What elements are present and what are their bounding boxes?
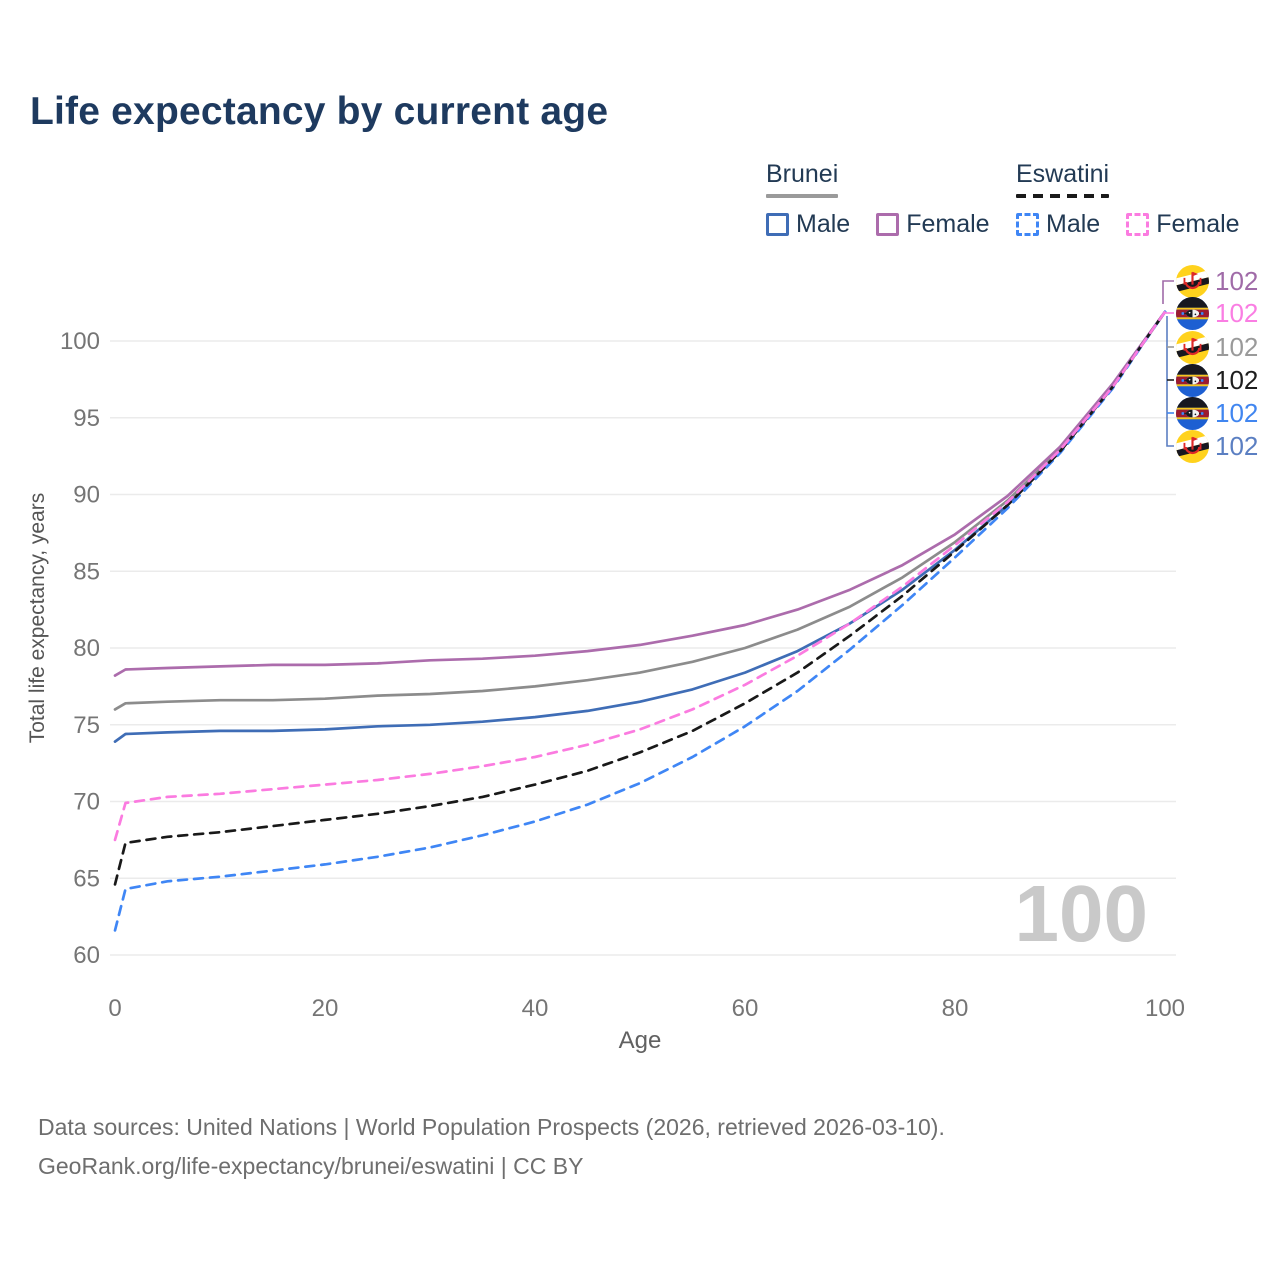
legend-item-label: Female: [1156, 210, 1240, 238]
y-tick-95: 95: [73, 405, 100, 432]
legend-item-eswatini-female[interactable]: Female: [1126, 210, 1240, 239]
y-tick-65: 65: [73, 865, 100, 892]
x-tick-100: 100: [1145, 995, 1185, 1022]
legend-country-brunei[interactable]: Brunei: [766, 160, 839, 198]
eswatini-female-swatch: [1126, 213, 1150, 236]
legend-item-label: Male: [796, 210, 851, 238]
y-tick-90: 90: [73, 482, 100, 509]
series-line-eswatini-female[interactable]: [113, 310, 1167, 842]
x-axis-label: Age: [619, 1027, 662, 1054]
x-tick-20: 20: [312, 995, 339, 1022]
legend-country-label: Brunei: [766, 160, 839, 188]
footer: Data sources: United Nations | World Pop…: [38, 1108, 945, 1186]
chart-title: Life expectancy by current age: [30, 90, 609, 133]
eswatini-line-style-swatch: [1016, 194, 1110, 198]
age-watermark: 100: [1015, 869, 1148, 958]
x-tick-60: 60: [732, 995, 759, 1022]
legend-group-eswatini: Eswatini Male Female: [1016, 160, 1240, 239]
legend-item-eswatini-male[interactable]: Male: [1016, 210, 1100, 239]
legend-item-label: Female: [906, 210, 990, 238]
y-tick-60: 60: [73, 942, 100, 969]
y-tick-70: 70: [73, 789, 100, 816]
series-line-brunei-male[interactable]: [113, 310, 1167, 743]
brunei-line-style-swatch: [766, 194, 839, 198]
series-line-brunei-all[interactable]: [113, 310, 1167, 711]
y-tick-100: 100: [60, 328, 100, 355]
footer-data-sources: Data sources: United Nations | World Pop…: [38, 1114, 945, 1140]
legend-country-label: Eswatini: [1016, 160, 1110, 188]
x-tick-40: 40: [522, 995, 549, 1022]
y-tick-75: 75: [73, 712, 100, 739]
legend-item-brunei-female[interactable]: Female: [876, 210, 990, 239]
leader-line-0: [1162, 280, 1174, 304]
brunei-female-swatch: [876, 213, 900, 236]
legend-item-brunei-male[interactable]: Male: [766, 210, 850, 239]
brunei-male-swatch: [766, 213, 789, 236]
eswatini-male-swatch: [1016, 213, 1039, 236]
y-tick-85: 85: [73, 558, 100, 585]
series-line-brunei-female[interactable]: [113, 310, 1167, 677]
legend-country-eswatini[interactable]: Eswatini: [1016, 160, 1110, 198]
x-tick-80: 80: [942, 995, 969, 1022]
series-line-eswatini-male[interactable]: [113, 310, 1167, 932]
series-line-eswatini-all[interactable]: [113, 310, 1167, 886]
y-axis-label: Total life expectancy, years: [26, 493, 49, 744]
leader-line-5: [1166, 316, 1174, 447]
legend-item-label: Male: [1046, 210, 1101, 238]
footer-attribution: GeoRank.org/life-expectancy/brunei/eswat…: [38, 1153, 584, 1179]
x-tick-0: 0: [108, 995, 121, 1022]
y-tick-80: 80: [73, 635, 100, 662]
legend-group-brunei: Brunei Male Female: [766, 160, 990, 239]
